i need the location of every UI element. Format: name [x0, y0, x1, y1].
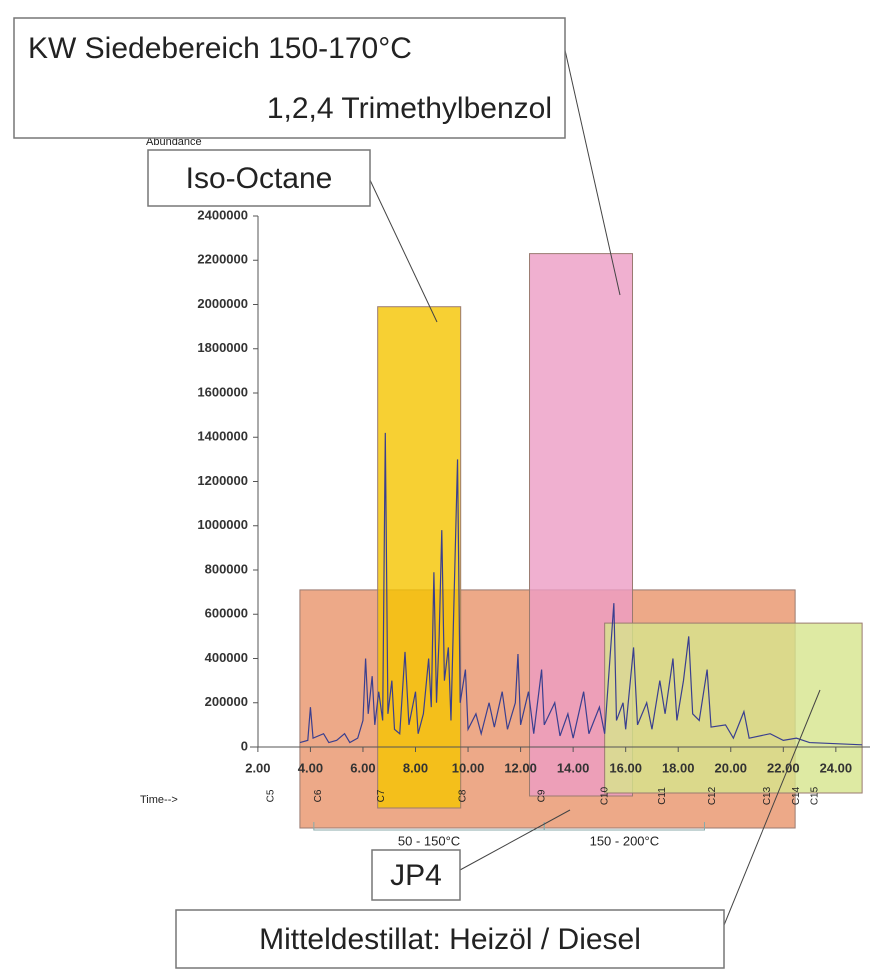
- alkane-label: C10: [599, 786, 610, 805]
- x-tick-label: 4.00: [298, 760, 323, 775]
- y-tick-label: 600000: [205, 606, 248, 621]
- y-tick-label: 0: [241, 738, 248, 753]
- y-tick-label: 200000: [205, 694, 248, 709]
- leader-line: [564, 49, 621, 296]
- callout-text: 1,2,4 Trimethylbenzol: [267, 92, 552, 125]
- alkane-label: C8: [457, 789, 468, 802]
- callout-box: [147, 149, 371, 207]
- callout-text: KW Siedebereich 150-170°C: [28, 32, 412, 65]
- alkane-label: C11: [657, 787, 668, 805]
- region: [377, 306, 462, 809]
- alkane-label: C13: [762, 786, 773, 805]
- y-tick-label: 1600000: [197, 384, 248, 399]
- y-tick-label: 800000: [205, 561, 248, 576]
- y-tick-label: 1200000: [197, 473, 248, 488]
- y-tick-label: 2200000: [197, 252, 248, 267]
- x-tick-label: 18.00: [662, 760, 695, 775]
- y-tick-label: 400000: [205, 650, 248, 665]
- y-tick-label: 1000000: [197, 517, 248, 532]
- callout-text: JP4: [390, 859, 442, 892]
- alkane-label: C12: [707, 786, 718, 805]
- trace: [299, 432, 863, 746]
- leader-line: [369, 179, 438, 323]
- y-tick-label: 2000000: [197, 296, 248, 311]
- x-tick-label: 22.00: [767, 760, 800, 775]
- y-tick-label: 2400000: [197, 207, 248, 222]
- range-bracket: [543, 822, 705, 831]
- y-tick-label: 1400000: [197, 429, 248, 444]
- callout-box: [175, 909, 725, 969]
- alkane-label: C14: [791, 786, 802, 805]
- x-tick-label: 16.00: [609, 760, 642, 775]
- x-tick-label: 6.00: [350, 760, 375, 775]
- x-tick-label: 2.00: [245, 760, 270, 775]
- callout-box: [371, 849, 461, 901]
- callout-box: [13, 17, 566, 139]
- x-tick-label: 8.00: [403, 760, 428, 775]
- alkane-label: C15: [809, 786, 820, 805]
- x-tick-label: 20.00: [714, 760, 747, 775]
- x-tick-label: 12.00: [504, 760, 537, 775]
- alkane-label: C5: [266, 789, 277, 802]
- range-label: 50 - 150°C: [398, 833, 460, 848]
- x-axis-label: Time-->: [140, 794, 178, 806]
- leader-line: [459, 809, 571, 871]
- callout-text: Mitteldestillat: Heizöl / Diesel: [259, 923, 641, 956]
- alkane-label: C6: [313, 789, 324, 802]
- range-label: 150 - 200°C: [590, 833, 660, 848]
- callout-text: Iso-Octane: [186, 162, 333, 195]
- leader-line: [719, 689, 821, 936]
- alkane-label: C9: [536, 789, 547, 802]
- x-tick-label: 10.00: [452, 760, 485, 775]
- alkane-label: C7: [376, 789, 387, 802]
- y-axis-label: Abundance: [146, 136, 202, 148]
- x-tick-label: 24.00: [820, 760, 853, 775]
- x-tick-label: 14.00: [557, 760, 590, 775]
- y-tick-label: 1800000: [197, 340, 248, 355]
